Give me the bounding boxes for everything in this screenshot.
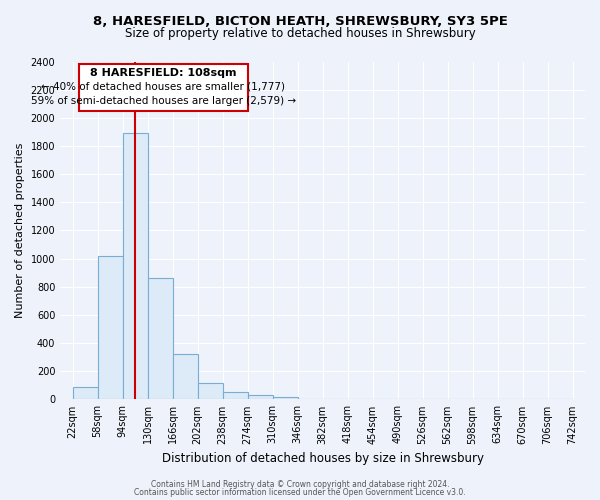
- Y-axis label: Number of detached properties: Number of detached properties: [15, 143, 25, 318]
- Bar: [223, 392, 248, 400]
- Text: Contains public sector information licensed under the Open Government Licence v3: Contains public sector information licen…: [134, 488, 466, 497]
- Bar: [98, 256, 122, 400]
- Bar: [197, 383, 223, 400]
- Text: Contains HM Land Registry data © Crown copyright and database right 2024.: Contains HM Land Registry data © Crown c…: [151, 480, 449, 489]
- Text: Size of property relative to detached houses in Shrewsbury: Size of property relative to detached ho…: [125, 28, 475, 40]
- Bar: [122, 134, 148, 400]
- Text: 8 HARESFIELD: 108sqm: 8 HARESFIELD: 108sqm: [90, 68, 236, 78]
- X-axis label: Distribution of detached houses by size in Shrewsbury: Distribution of detached houses by size …: [161, 452, 484, 465]
- Bar: [73, 387, 98, 400]
- Text: 59% of semi-detached houses are larger (2,579) →: 59% of semi-detached houses are larger (…: [31, 96, 296, 106]
- Bar: [148, 278, 173, 400]
- Bar: [173, 354, 197, 400]
- Bar: [248, 395, 272, 400]
- Text: ← 40% of detached houses are smaller (1,777): ← 40% of detached houses are smaller (1,…: [41, 82, 285, 92]
- Bar: [272, 396, 298, 400]
- Text: 8, HARESFIELD, BICTON HEATH, SHREWSBURY, SY3 5PE: 8, HARESFIELD, BICTON HEATH, SHREWSBURY,…: [92, 15, 508, 28]
- FancyBboxPatch shape: [79, 64, 248, 111]
